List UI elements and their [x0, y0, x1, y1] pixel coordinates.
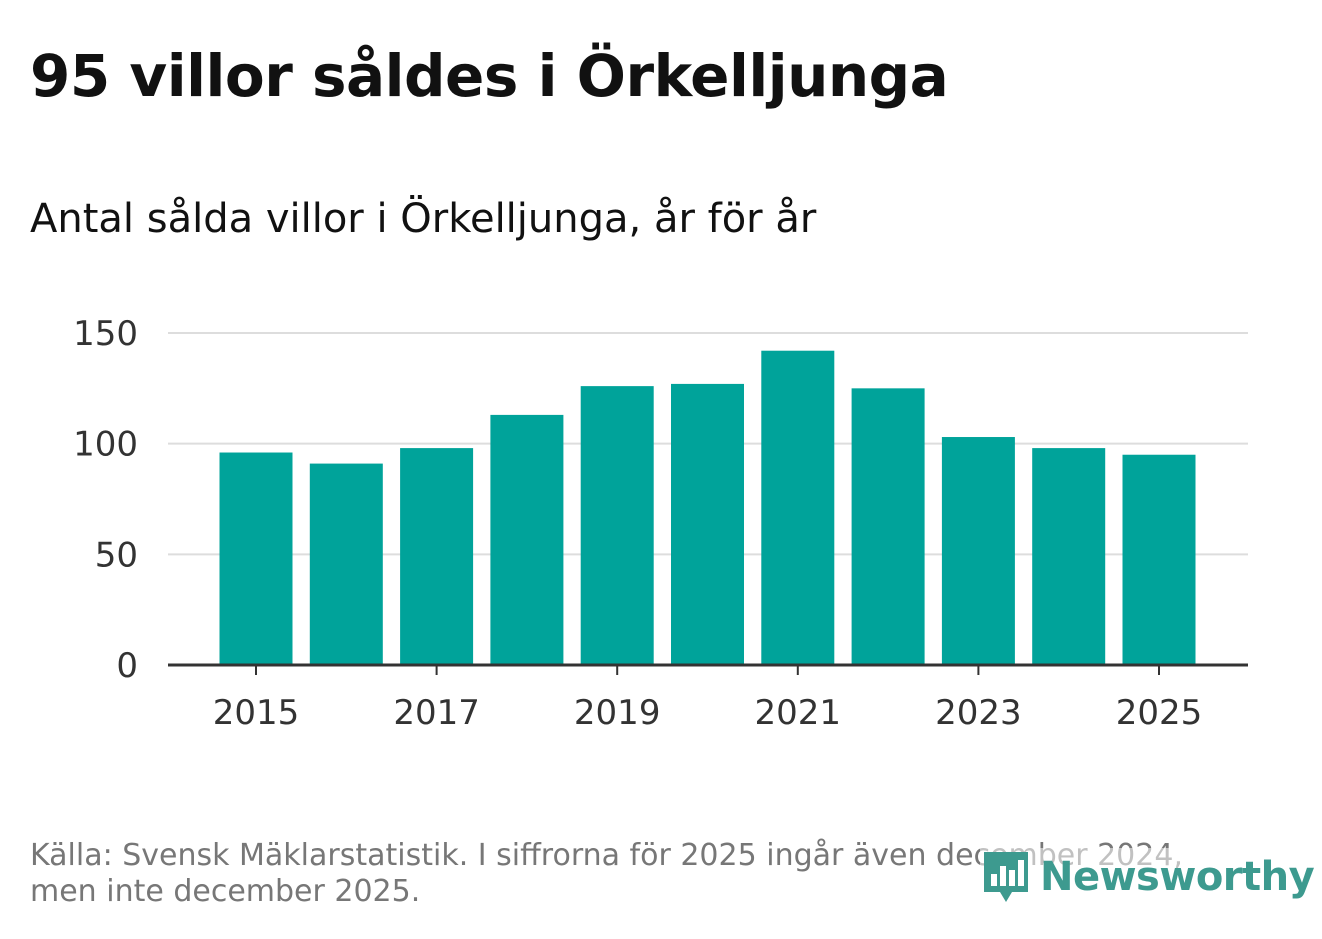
bar-2024 [1032, 448, 1106, 665]
bar-chart-speech-bubble-icon [984, 852, 1028, 902]
bars [219, 350, 1196, 665]
bar-2022 [851, 388, 925, 665]
newsworthy-logo: Newsworthy [980, 848, 1315, 906]
x-tick-label-2015: 2015 [213, 693, 300, 733]
bar-2025 [1122, 454, 1196, 665]
x-tick-label-2019: 2019 [574, 693, 661, 733]
y-tick-label-150: 150 [73, 314, 138, 354]
x-tick-label-2021: 2021 [755, 693, 842, 733]
bar-2018 [490, 414, 564, 665]
x-axis [168, 663, 1248, 675]
bar-2021 [761, 350, 835, 665]
x-tick-label-2025: 2025 [1116, 693, 1203, 733]
y-tick-label-0: 0 [116, 646, 138, 686]
bar-2023 [941, 437, 1015, 665]
y-tick-label-50: 50 [95, 535, 138, 575]
bar-2015 [219, 452, 293, 665]
y-axis-labels: 0 50 100 150 [73, 314, 138, 686]
chart-subtitle: Antal sålda villor i Örkelljunga, år för… [30, 196, 817, 242]
y-tick-label-100: 100 [73, 425, 138, 465]
bar-2019 [580, 386, 654, 665]
x-tick-label-2017: 2017 [393, 693, 480, 733]
x-axis-labels: 2015 2017 2019 2021 2023 2025 [213, 693, 1203, 733]
bar-2016 [309, 463, 383, 665]
source-line-2: men inte december 2025. [30, 874, 421, 909]
bar-chart: 0 50 100 150 2015 2017 2019 2021 2023 2025 [73, 314, 1248, 733]
bar-2020 [671, 383, 744, 665]
bar-2017 [400, 448, 474, 665]
logo-text: Newsworthy [1040, 854, 1315, 900]
chart-title: 95 villor såldes i Örkelljunga [30, 42, 949, 110]
x-tick-label-2023: 2023 [935, 693, 1022, 733]
